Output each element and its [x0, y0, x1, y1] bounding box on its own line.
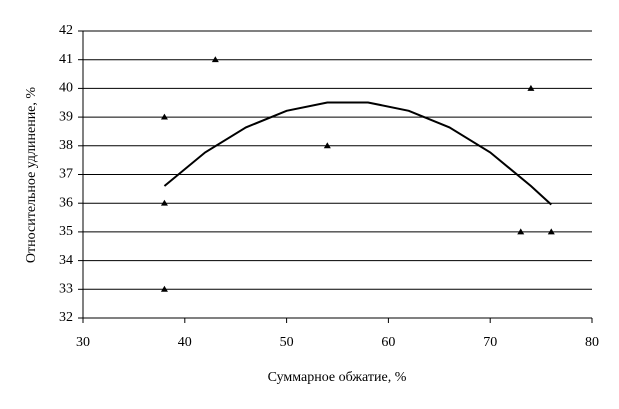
point	[160, 199, 168, 206]
x-axis-title: Суммарное обжатие, %	[268, 370, 407, 385]
x-tick-label: 80	[585, 335, 599, 350]
y-tick-label: 34	[59, 253, 73, 268]
y-tick-label: 39	[59, 109, 73, 124]
y-tick-label: 40	[59, 81, 73, 96]
y-tick-label: 42	[59, 23, 73, 38]
y-axis-title: Относительное удлинение, %	[24, 87, 39, 263]
y-tick-label: 33	[59, 282, 73, 297]
point	[323, 142, 331, 149]
x-tick-label: 40	[178, 335, 192, 350]
point	[547, 228, 555, 235]
y-tick-label: 41	[59, 52, 73, 67]
y-tick-label: 36	[59, 195, 73, 210]
x-tick-label: 70	[483, 335, 497, 350]
y-tick-label: 32	[59, 310, 73, 325]
y-tick-label: 35	[59, 224, 73, 239]
point	[211, 56, 219, 63]
y-tick-label: 37	[59, 167, 73, 182]
y-tick-label: 38	[59, 138, 73, 153]
x-tick-label: 50	[280, 335, 294, 350]
trend-line	[163, 101, 552, 206]
point	[160, 285, 168, 292]
x-tick-label: 60	[381, 335, 395, 350]
point	[160, 113, 168, 120]
point	[517, 228, 525, 235]
x-tick-label: 30	[76, 335, 90, 350]
point	[527, 84, 535, 91]
